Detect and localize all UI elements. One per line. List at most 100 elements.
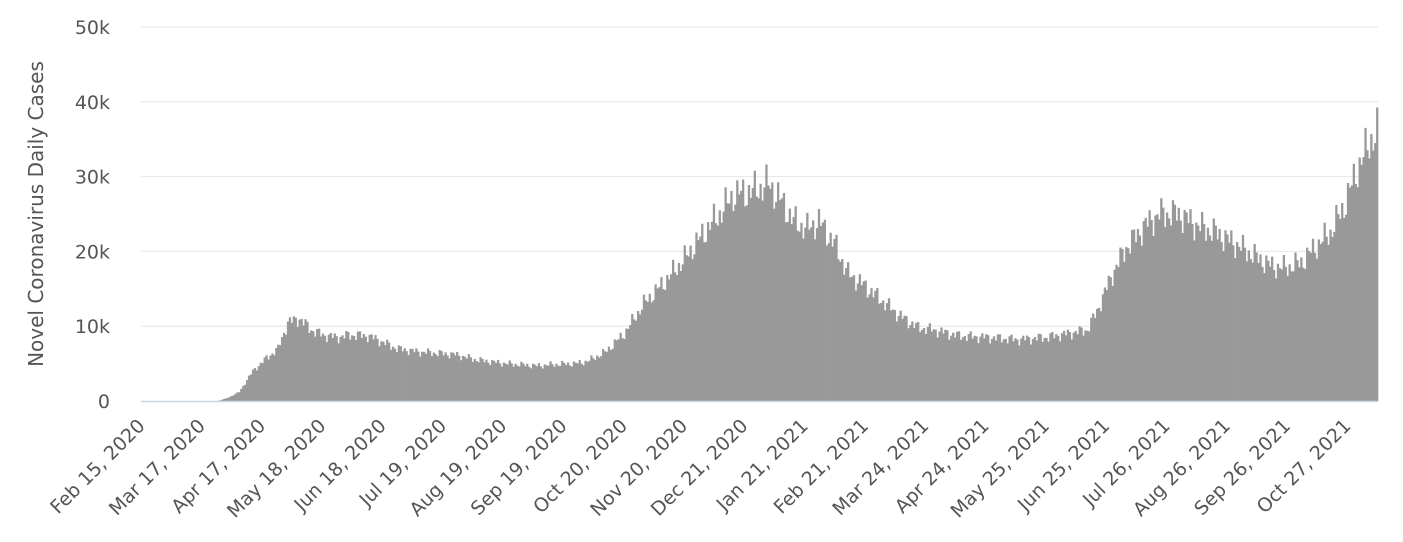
bar xyxy=(1059,341,1062,401)
bar xyxy=(391,346,395,401)
bar xyxy=(673,272,677,401)
bar xyxy=(934,329,937,401)
bar xyxy=(1156,214,1159,401)
bar xyxy=(806,212,809,401)
bar xyxy=(321,333,325,401)
bar xyxy=(1053,338,1056,401)
bar xyxy=(798,231,801,401)
bar xyxy=(1309,252,1313,401)
bar xyxy=(500,366,504,401)
bar xyxy=(358,331,362,401)
bar xyxy=(395,352,399,401)
bar xyxy=(1027,337,1031,401)
bar xyxy=(351,335,354,401)
bar xyxy=(529,368,533,401)
bar xyxy=(563,362,566,401)
bar xyxy=(430,356,434,401)
bar xyxy=(1372,150,1375,401)
bar xyxy=(565,365,568,401)
bar xyxy=(839,261,842,401)
bar xyxy=(808,229,811,401)
bar xyxy=(677,262,681,401)
bar xyxy=(780,198,784,401)
bar xyxy=(1162,207,1165,401)
bar xyxy=(1251,262,1254,401)
bar xyxy=(1025,335,1029,401)
bar xyxy=(829,232,832,401)
bar xyxy=(362,334,366,401)
bar xyxy=(535,366,539,401)
bar xyxy=(891,309,895,401)
bar xyxy=(304,319,307,401)
bar xyxy=(633,319,636,401)
bar xyxy=(821,222,825,401)
bar xyxy=(475,361,478,401)
bar xyxy=(743,206,747,401)
bar xyxy=(856,283,860,401)
bar xyxy=(1236,242,1239,401)
bar xyxy=(419,356,422,401)
bar xyxy=(755,196,758,401)
bar xyxy=(1313,252,1317,401)
bar xyxy=(230,395,233,401)
bar xyxy=(944,329,947,401)
bar xyxy=(1024,340,1027,401)
bar xyxy=(627,328,630,401)
bar xyxy=(708,230,712,401)
bar xyxy=(1267,260,1270,401)
bar xyxy=(399,346,402,401)
bar xyxy=(1134,242,1138,401)
bar xyxy=(998,334,1002,401)
bar xyxy=(555,363,558,401)
bar xyxy=(866,297,869,401)
bar xyxy=(852,275,856,401)
bar xyxy=(1129,253,1132,401)
bar xyxy=(1070,339,1073,401)
bar xyxy=(1239,250,1243,401)
bar xyxy=(1214,225,1217,401)
bar xyxy=(253,368,257,401)
bar xyxy=(687,256,690,401)
bar xyxy=(378,346,381,401)
bar xyxy=(477,362,480,401)
bar xyxy=(444,352,447,401)
bar xyxy=(329,333,332,401)
bar xyxy=(710,221,714,401)
bar xyxy=(825,245,828,401)
bar xyxy=(771,182,774,401)
bar xyxy=(1066,329,1070,401)
bar xyxy=(1269,266,1272,401)
bar xyxy=(284,334,288,401)
bar xyxy=(423,351,426,401)
bar xyxy=(389,349,393,401)
bar xyxy=(1136,229,1140,401)
bar xyxy=(629,325,632,401)
bar xyxy=(580,363,583,401)
bar xyxy=(452,352,455,401)
bar xyxy=(222,399,225,401)
bar xyxy=(652,300,655,401)
bar xyxy=(642,294,646,401)
bar xyxy=(617,339,620,401)
bar xyxy=(1241,234,1245,401)
bar xyxy=(671,259,675,401)
bar xyxy=(1226,234,1229,401)
bar xyxy=(1164,226,1167,401)
bar xyxy=(388,342,391,401)
bar xyxy=(448,358,451,401)
bar xyxy=(1123,261,1126,401)
bar xyxy=(635,320,638,401)
bar xyxy=(368,334,371,401)
bar xyxy=(689,245,692,401)
bar xyxy=(668,279,671,401)
bar xyxy=(874,290,877,401)
bar xyxy=(794,206,797,401)
bar xyxy=(1074,331,1077,401)
bar xyxy=(570,366,574,401)
bar xyxy=(965,341,968,401)
bar xyxy=(975,336,978,401)
bar xyxy=(551,364,554,401)
bar xyxy=(1311,238,1315,401)
bar xyxy=(858,274,861,401)
bar xyxy=(1113,269,1116,401)
